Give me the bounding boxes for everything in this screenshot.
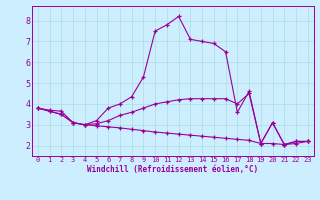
X-axis label: Windchill (Refroidissement éolien,°C): Windchill (Refroidissement éolien,°C) xyxy=(87,165,258,174)
